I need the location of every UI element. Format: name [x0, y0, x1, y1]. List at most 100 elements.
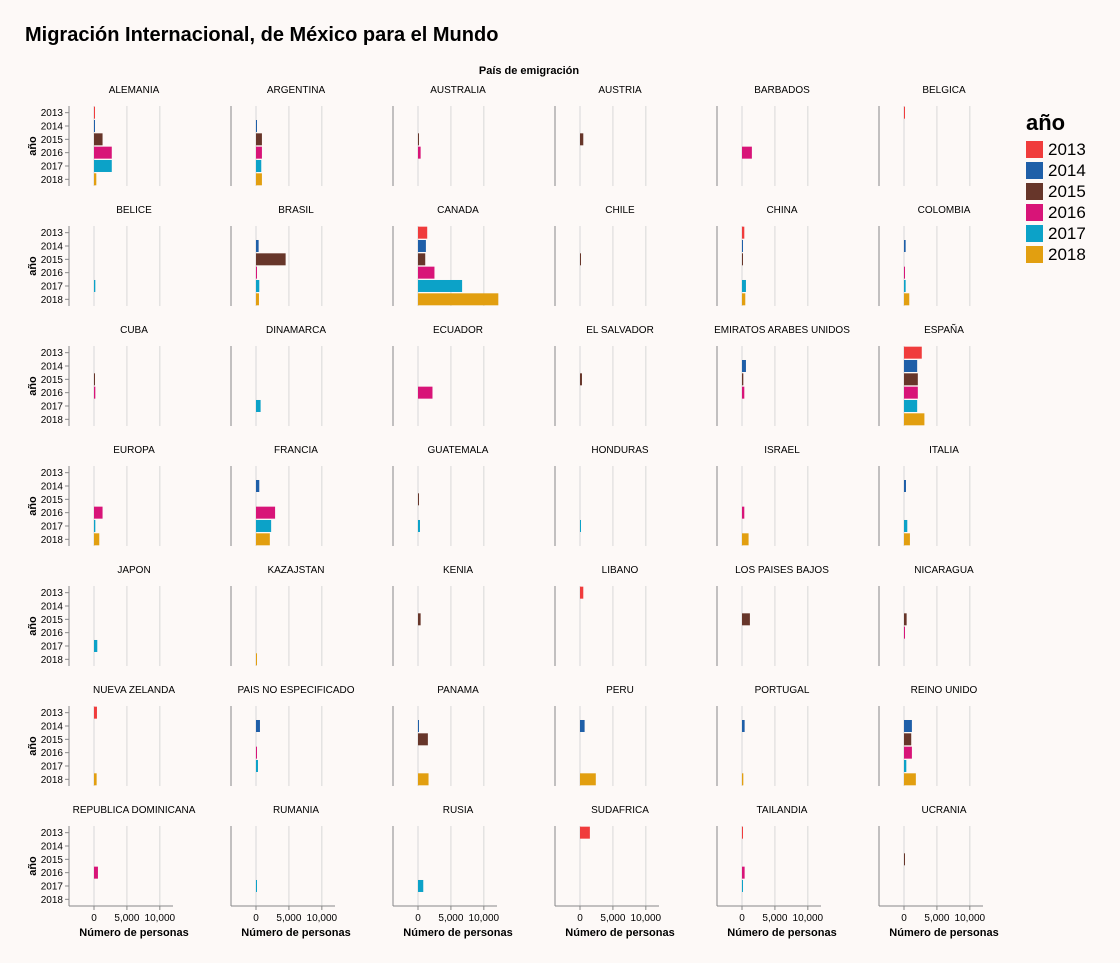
- bar-emiratos-arabes-unidos-2016: [742, 386, 745, 399]
- bar-pais-no-especificado-2014: [256, 719, 260, 732]
- bar-brasil-2018: [256, 293, 259, 306]
- bar-argentina-2016: [256, 146, 262, 159]
- facet-sudafrica: SUDAFRICA 0 5,000 10,000 Número de personas: [554, 805, 675, 939]
- facet-title-peru: PERU: [606, 685, 634, 696]
- y-tick-label: 2017: [41, 161, 64, 172]
- y-axis-title: año: [27, 376, 39, 396]
- bar-kenia-2015: [418, 613, 421, 626]
- legend-label-2016: 2016: [1048, 203, 1086, 222]
- facet-title-belgica: BELGICA: [922, 85, 966, 96]
- bar-europa-2018: [94, 533, 100, 546]
- facet-ecuador: ECUADOR: [392, 325, 485, 426]
- x-tick-label: 10,000: [307, 913, 338, 924]
- y-tick-label: 2016: [41, 268, 64, 279]
- x-tick-label: 10,000: [631, 913, 662, 924]
- x-tick-label: 0: [577, 913, 583, 924]
- facet-title-francia: FRANCIA: [274, 445, 318, 456]
- bar-reino-unido-2014: [904, 719, 912, 732]
- x-tick-label: 10,000: [955, 913, 986, 924]
- bar-italia-2014: [904, 479, 906, 492]
- bar-barbados-2016: [742, 146, 752, 159]
- x-tick-label: 5,000: [600, 913, 625, 924]
- bar-colombia-2014: [904, 239, 906, 252]
- bar-canada-2013: [418, 226, 428, 239]
- bar-espana-2015: [904, 373, 918, 386]
- bar-alemania-2018: [94, 173, 97, 186]
- bar-china-2018: [742, 293, 746, 306]
- y-tick-label: 2015: [41, 735, 64, 746]
- x-axis-title: Número de personas: [565, 927, 674, 939]
- bar-alemania-2017: [94, 159, 112, 172]
- facet-republica-dominicana: REPUBLICA DOMINICANA 2013 2014 2015 2016 2017…: [27, 805, 196, 939]
- y-tick-label: 2018: [41, 775, 64, 786]
- x-tick-label: 10,000: [469, 913, 500, 924]
- y-tick-label: 2015: [41, 495, 64, 506]
- bar-cuba-2015: [94, 373, 95, 386]
- facet-guatemala: GUATEMALA: [392, 445, 489, 546]
- y-tick-label: 2016: [41, 508, 64, 519]
- bar-australia-2016: [418, 146, 421, 159]
- bar-peru-2018: [580, 773, 596, 786]
- bar-tailandia-2016: [742, 866, 745, 879]
- bar-nicaragua-2016: [904, 626, 905, 639]
- facet-title-japon: JAPON: [117, 565, 150, 576]
- facet-pais-no-especificado: PAIS NO ESPECIFICADO: [230, 685, 355, 786]
- bar-canada-2016: [418, 266, 435, 279]
- facet-title-israel: ISRAEL: [764, 445, 800, 456]
- facet-nicaragua: NICARAGUA: [878, 565, 974, 666]
- y-axis-title: año: [27, 256, 39, 276]
- bar-emiratos-arabes-unidos-2015: [742, 373, 744, 386]
- bar-argentina-2018: [256, 173, 262, 186]
- facet-australia: AUSTRALIA: [392, 85, 486, 186]
- y-tick-label: 2014: [41, 241, 64, 252]
- bar-panama-2018: [418, 773, 429, 786]
- facet-alemania: ALEMANIA 2013 2014 2015 2016 2017 2018 año: [27, 85, 161, 186]
- bar-republica-dominicana-2016: [94, 866, 98, 879]
- facet-barbados: BARBADOS: [716, 85, 810, 186]
- facet-el-salvador: EL SALVADOR: [554, 325, 654, 426]
- y-tick-label: 2017: [41, 401, 64, 412]
- bar-honduras-2017: [580, 519, 581, 532]
- legend-swatch-2017: [1026, 225, 1043, 242]
- y-tick-label: 2016: [41, 748, 64, 759]
- y-tick-label: 2014: [41, 481, 64, 492]
- facet-rumania: RUMANIA 0 5,000 10,000 Número de personas: [230, 805, 351, 939]
- bar-espana-2017: [904, 399, 918, 412]
- bar-sudafrica-2013: [580, 826, 590, 839]
- y-tick-label: 2014: [41, 721, 64, 732]
- facet-title-ucrania: UCRANIA: [921, 805, 966, 816]
- y-tick-label: 2017: [41, 521, 64, 532]
- bar-nicaragua-2015: [904, 613, 907, 626]
- y-tick-label: 2014: [41, 601, 64, 612]
- y-tick-label: 2016: [41, 388, 64, 399]
- bar-espana-2016: [904, 386, 918, 399]
- facet-title-sudafrica: SUDAFRICA: [591, 805, 649, 816]
- y-tick-label: 2018: [41, 415, 64, 426]
- bar-nueva-zelanda-2018: [94, 773, 97, 786]
- bar-brasil-2015: [256, 253, 286, 266]
- bar-francia-2014: [256, 479, 260, 492]
- facet-header: País de emigración: [479, 65, 580, 77]
- facet-japon: JAPON 2013 2014 2015 2016 2017 2018 año: [27, 565, 161, 666]
- facet-libano: LIBANO: [554, 565, 647, 666]
- bar-israel-2018: [742, 533, 749, 546]
- y-tick-label: 2018: [41, 895, 64, 906]
- bar-canada-2014: [418, 239, 426, 252]
- facet-title-kenia: KENIA: [443, 565, 473, 576]
- bar-austria-2015: [580, 133, 584, 146]
- bar-tailandia-2017: [742, 879, 743, 892]
- bar-belice-2017: [94, 279, 96, 292]
- x-axis-title: Número de personas: [403, 927, 512, 939]
- x-tick-label: 5,000: [438, 913, 463, 924]
- bar-china-2013: [742, 226, 745, 239]
- bar-europa-2017: [94, 519, 96, 532]
- y-tick-label: 2013: [41, 108, 64, 119]
- facet-honduras: HONDURAS: [554, 445, 649, 546]
- facet-rusia: RUSIA 0 5,000 10,000 Número de personas: [392, 805, 513, 939]
- facet-title-alemania: ALEMANIA: [109, 85, 160, 96]
- bar-reino-unido-2015: [904, 733, 912, 746]
- legend-swatch-2015: [1026, 183, 1043, 200]
- facet-title-rumania: RUMANIA: [273, 805, 319, 816]
- facet-title-ecuador: ECUADOR: [433, 325, 483, 336]
- x-tick-label: 0: [253, 913, 259, 924]
